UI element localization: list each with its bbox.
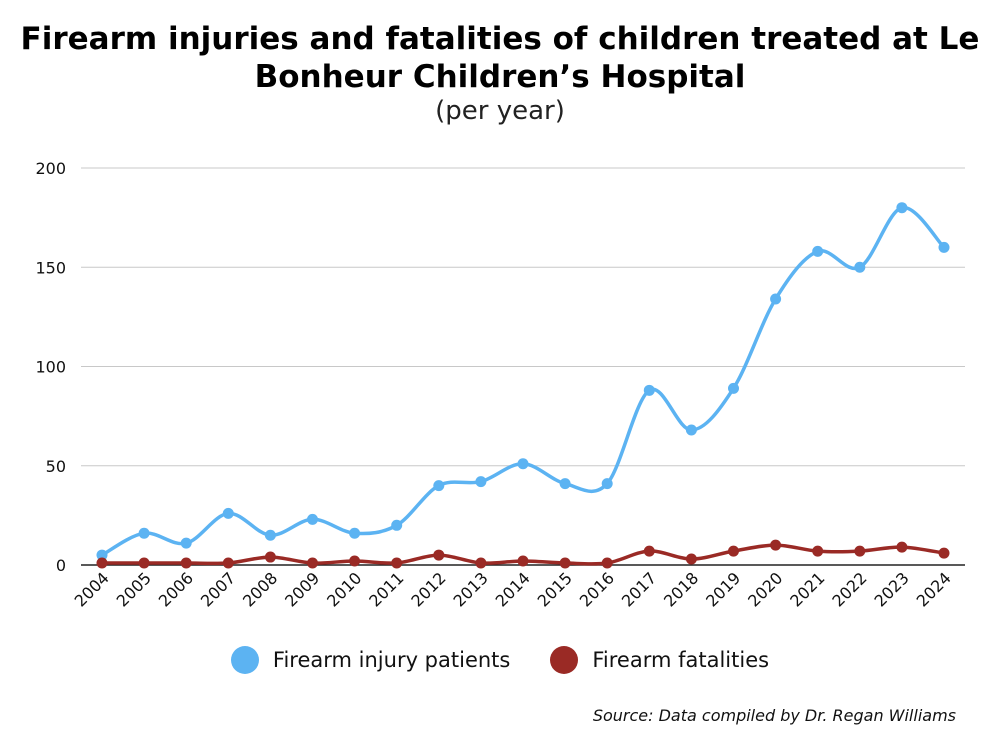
data-point-fatalities [433, 549, 445, 561]
data-point-injury-patients [896, 202, 908, 214]
x-tick-label: 2006 [155, 568, 197, 610]
data-point-fatalities [96, 557, 108, 569]
x-tick-label: 2005 [113, 568, 155, 610]
data-point-injury-patients [685, 424, 697, 436]
series-line-injury-patients [100, 205, 946, 557]
legend-swatch-injuries [230, 646, 259, 674]
x-tick-label: 2013 [450, 568, 492, 610]
data-point-injury-patients [264, 529, 276, 541]
data-point-fatalities [517, 555, 529, 567]
legend-item-injuries: Firearm injury patients [230, 646, 511, 674]
data-point-fatalities [222, 557, 234, 569]
data-point-injury-patients [138, 527, 150, 539]
data-point-injury-patients [770, 293, 782, 305]
data-point-fatalities [938, 547, 950, 559]
x-axis-ticks: 2004 2005 2006 2007 2008 2009 2010 2011 2012 2013… [71, 568, 955, 610]
source-note: Source: Data compiled by Dr. Regan Willi… [592, 706, 956, 725]
data-point-injury-patients [349, 527, 361, 539]
x-tick-label: 2004 [71, 568, 113, 610]
data-point-fatalities [728, 545, 739, 557]
x-tick-label: 2014 [492, 568, 534, 610]
y-tick-label: 0 [56, 556, 66, 575]
data-point-fatalities [180, 557, 192, 569]
data-point-injury-patients [854, 261, 866, 273]
data-point-fatalities [770, 539, 782, 551]
legend-item-fatalities: Firearm fatalities [550, 646, 769, 674]
data-point-injury-patients [433, 480, 445, 492]
legend-label-injuries: Firearm injury patients [272, 648, 511, 672]
data-point-injury-patients [601, 478, 613, 490]
x-tick-label: 2021 [786, 568, 828, 610]
data-points [96, 202, 950, 569]
x-tick-label: 2012 [407, 568, 449, 610]
x-tick-label: 2011 [365, 568, 407, 610]
data-point-fatalities [896, 541, 908, 553]
x-tick-label: 2016 [576, 568, 618, 610]
x-tick-label: 2009 [281, 568, 323, 610]
legend: Firearm injury patients Firearm fataliti… [0, 646, 1000, 674]
x-tick-label: 2018 [660, 568, 702, 610]
chart-subtitle: (per year) [435, 96, 565, 126]
y-tick-label: 200 [35, 159, 66, 178]
data-point-injury-patients [517, 458, 529, 470]
x-tick-label: 2024 [913, 568, 955, 610]
data-point-fatalities [349, 555, 361, 567]
data-point-fatalities [854, 545, 866, 557]
legend-label-fatalities: Firearm fatalities [592, 648, 770, 672]
data-point-injury-patients [96, 549, 108, 561]
legend-swatch-fatalities [550, 646, 579, 674]
x-tick-label: 2008 [239, 568, 281, 610]
data-point-injury-patients [938, 241, 950, 253]
data-point-injury-patients [812, 245, 824, 257]
data-point-fatalities [475, 557, 487, 569]
data-point-fatalities [391, 557, 403, 569]
data-point-injury-patients [643, 384, 655, 396]
data-point-fatalities [601, 557, 613, 569]
data-point-injury-patients [222, 507, 234, 519]
x-tick-label: 2020 [744, 568, 786, 610]
data-point-fatalities [307, 557, 318, 569]
x-tick-label: 2017 [618, 568, 660, 610]
y-tick-label: 50 [46, 457, 66, 476]
data-point-injury-patients [180, 537, 192, 549]
x-tick-label: 2015 [534, 568, 576, 610]
y-tick-label: 150 [35, 258, 66, 277]
data-point-fatalities [812, 545, 824, 557]
data-point-fatalities [685, 553, 697, 565]
data-point-fatalities [559, 557, 571, 569]
gridlines [81, 167, 965, 566]
x-tick-label: 2019 [702, 568, 744, 610]
data-point-fatalities [138, 557, 150, 569]
y-tick-label: 100 [35, 358, 66, 377]
data-point-injury-patients [307, 513, 318, 525]
x-tick-label: 2022 [828, 568, 870, 610]
data-point-injury-patients [728, 382, 739, 394]
x-tick-label: 2023 [871, 568, 913, 610]
data-point-injury-patients [391, 519, 403, 531]
data-point-fatalities [264, 551, 276, 563]
data-point-fatalities [643, 545, 655, 557]
x-tick-label: 2010 [323, 568, 365, 610]
chart-title: Firearm injuries and fatalities of child… [20, 21, 980, 95]
y-axis-ticks: 0 50 100 150 200 [35, 159, 66, 575]
data-point-injury-patients [559, 478, 571, 490]
x-tick-label: 2007 [197, 568, 239, 610]
data-point-injury-patients [475, 476, 487, 488]
